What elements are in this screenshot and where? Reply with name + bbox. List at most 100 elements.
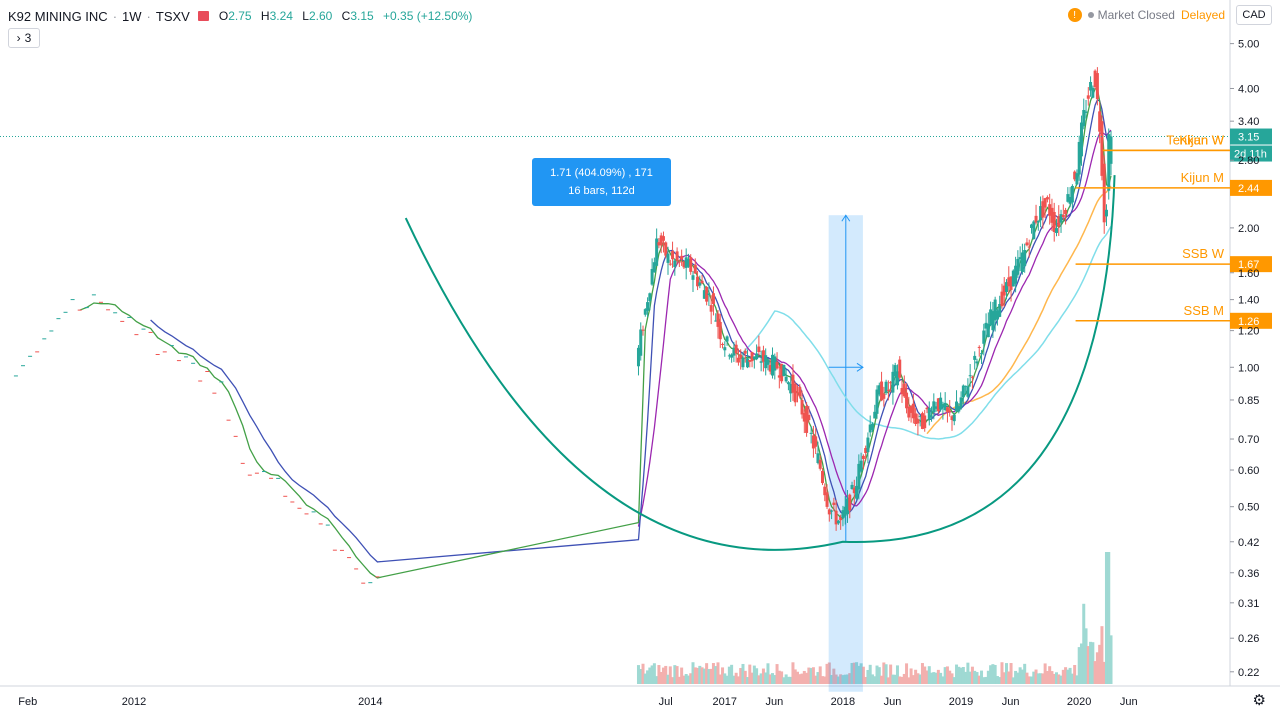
- candle-body: [777, 375, 781, 378]
- volume-bar: [1070, 673, 1074, 684]
- candle-body: [1089, 81, 1093, 91]
- volume-bar: [768, 674, 772, 684]
- candle-body: [741, 357, 745, 368]
- volume-bar: [891, 674, 895, 684]
- candle-body: [664, 242, 668, 256]
- measure-tooltip-line1: 1.71 (404.09%) , 171: [550, 167, 653, 179]
- volume-bar: [864, 676, 868, 684]
- indicators-toggle-button[interactable]: › 3: [8, 28, 40, 48]
- symbol-name[interactable]: K92 MINING INC: [8, 8, 108, 24]
- volume-bar: [673, 665, 677, 684]
- volume-bar: [1043, 663, 1047, 684]
- last-price-tag: [1230, 128, 1272, 145]
- candle-body: [671, 250, 675, 260]
- volume-bar: [689, 673, 693, 684]
- countdown-tag: [1230, 145, 1272, 162]
- candle-body: [952, 414, 956, 422]
- volume-bar: [986, 670, 990, 684]
- candle-body: [771, 354, 775, 376]
- volume-bar: [709, 668, 713, 684]
- volume-bar: [739, 668, 743, 684]
- ssb-month-line: [926, 185, 1112, 435]
- candle-body: [809, 432, 813, 434]
- gear-icon[interactable]: ⚙: [1252, 692, 1266, 709]
- candle-body: [925, 407, 929, 410]
- volume-bar: [782, 677, 786, 684]
- time-label: 2014: [358, 696, 382, 708]
- volume-bar: [777, 670, 781, 684]
- volume-bar: [721, 667, 725, 684]
- volume-bar: [643, 673, 647, 684]
- volume-bar: [705, 663, 709, 684]
- level-price-tag: [1230, 312, 1272, 329]
- volume-bar: [845, 674, 849, 684]
- candle-body: [739, 354, 743, 359]
- level-label: Kijun M: [1181, 170, 1224, 185]
- candle-body: [686, 259, 690, 267]
- sma-month-line: [737, 226, 1112, 440]
- volume-bar: [855, 662, 859, 684]
- level-price-tag: [1230, 179, 1272, 196]
- candle-body: [702, 290, 706, 299]
- candle-body: [984, 322, 988, 329]
- price-tick-label: 5.00: [1238, 39, 1259, 51]
- volume-bar: [848, 673, 852, 684]
- volume-bar: [970, 666, 974, 684]
- volume-bar: [1059, 675, 1063, 684]
- candle-body: [886, 389, 890, 391]
- candle-body: [736, 357, 740, 363]
- volume-bar: [730, 664, 734, 684]
- candle-body: [1064, 209, 1068, 215]
- candle-body: [784, 376, 788, 382]
- volume-bar: [716, 662, 720, 684]
- volume-bar: [816, 672, 820, 684]
- candle-body: [786, 382, 790, 385]
- volume-bar: [743, 670, 747, 684]
- volume-bar: [861, 666, 865, 684]
- volume-bar: [675, 666, 679, 684]
- candle-body: [898, 359, 902, 378]
- volume-bar: [1048, 666, 1052, 684]
- candle-body: [1011, 270, 1015, 287]
- volume-bar: [661, 667, 665, 684]
- volume-bar: [911, 675, 915, 684]
- volume-bar: [773, 675, 777, 684]
- candle-body: [1098, 111, 1102, 132]
- currency-button[interactable]: CAD: [1236, 5, 1272, 25]
- separator: ·: [146, 8, 151, 24]
- candle-body: [802, 413, 806, 422]
- low-value: 2.60: [308, 9, 333, 23]
- volume-bar: [811, 667, 815, 684]
- volume-bar: [680, 667, 684, 684]
- price-tick-label: 0.22: [1238, 667, 1259, 679]
- market-status: ! Market Closed Delayed: [1067, 8, 1225, 22]
- time-label: Jun: [1120, 696, 1138, 708]
- candle-body: [759, 361, 763, 363]
- candle-body: [916, 419, 920, 424]
- candle-body: [1086, 95, 1090, 99]
- warning-icon[interactable]: !: [1067, 8, 1082, 22]
- volume-bar: [1007, 671, 1011, 684]
- candle-body: [796, 392, 800, 394]
- volume-bar: [973, 670, 977, 684]
- candle-body: [1041, 201, 1045, 218]
- candle-body: [1070, 185, 1074, 203]
- volume-bar: [955, 664, 959, 684]
- volume-bar: [868, 664, 872, 684]
- volume-bar: [759, 673, 763, 684]
- candle-body: [966, 386, 970, 397]
- candle-body: [1034, 215, 1038, 223]
- volume-bar: [1104, 552, 1108, 684]
- volume-bar: [1050, 671, 1054, 684]
- volume-bar: [968, 671, 972, 684]
- candle-body: [843, 506, 847, 516]
- volume-bar: [909, 668, 913, 684]
- volume-bar: [691, 662, 695, 684]
- candle-body: [961, 385, 965, 398]
- volume-bar: [1109, 635, 1113, 684]
- candle-body: [709, 305, 713, 312]
- interval[interactable]: 1W: [122, 8, 142, 24]
- price-tick-label: 0.85: [1238, 395, 1259, 407]
- price-tick-label: 3.40: [1238, 116, 1259, 128]
